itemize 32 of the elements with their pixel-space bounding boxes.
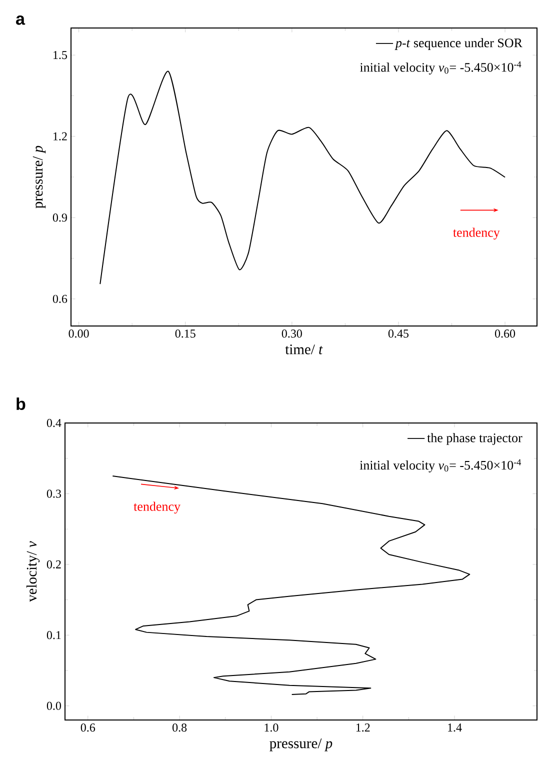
x-tick-label: 0.45 [388, 330, 409, 338]
y-tick-label: 1.5 [54, 51, 67, 60]
x-tick-label: 0.8 [172, 724, 187, 732]
x-axis-title: time/ t [285, 344, 323, 354]
x-tick-label: 1.0 [264, 724, 278, 732]
legend-label: the phase trajector [427, 433, 522, 445]
x-tick-label: 1.4 [448, 724, 462, 732]
y-tick-label: 0.1 [46, 631, 61, 640]
x-tick-label: 0.00 [68, 330, 89, 338]
y-tick-label: 0.9 [52, 214, 67, 222]
annotation: initial velocity v$_{0}$= -5.450×10$^{-4}$ [360, 459, 522, 472]
annotation: initial velocity v$_{0}$= -5.450×10$^{-4}$ [360, 61, 522, 74]
y-tick-label: 0.0 [46, 702, 61, 710]
y-tick-label: 0.6 [52, 294, 68, 303]
x-axis-title: pressure/ p [270, 738, 332, 752]
x-tick-label: 0.60 [494, 330, 516, 338]
legend-label: p-t sequence under SOR [394, 38, 522, 50]
line-series [112, 476, 470, 696]
y-axis-title: velocity/ v [26, 541, 40, 602]
chart-title: b [16, 398, 26, 410]
chart-title: a [16, 16, 26, 25]
y-tick-label: 0.3 [46, 490, 61, 498]
x-tick-label: 0.15 [175, 330, 196, 338]
x-tick-label: 0.6 [80, 724, 96, 732]
x-tick-label: 1.2 [356, 724, 370, 732]
y-tick-label: 0.2 [46, 560, 61, 569]
y-tick-label: 1.2 [54, 132, 67, 140]
y-tick-label: 0.4 [46, 418, 62, 428]
x-tick-label: 0.30 [282, 330, 302, 338]
y-axis-title: pressure/ p [32, 146, 46, 208]
annotation: tendency [134, 502, 180, 514]
annotation: tendency [453, 228, 500, 240]
